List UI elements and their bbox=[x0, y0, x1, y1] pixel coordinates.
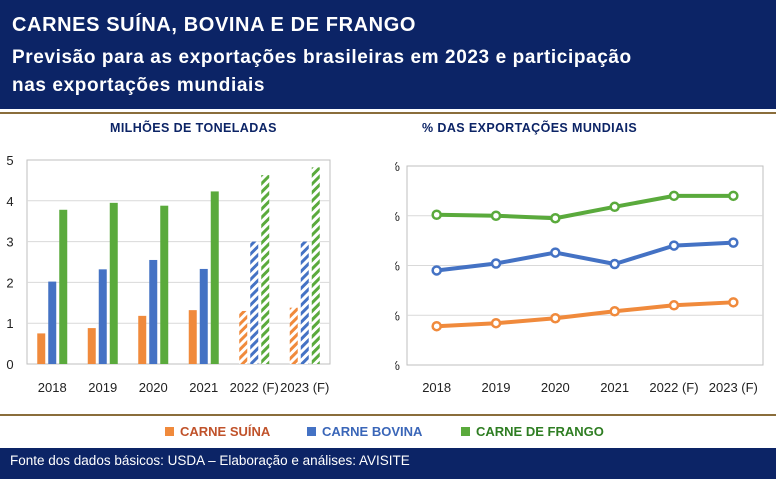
legend-label-bovina: CARNE BOVINA bbox=[322, 424, 423, 439]
bottom-divider bbox=[0, 414, 776, 416]
marker-bovina bbox=[550, 247, 561, 258]
legend-label-frango: CARNE DE FRANGO bbox=[476, 424, 604, 439]
page-subtitle: Previsão para as exportações brasileiras… bbox=[12, 47, 632, 96]
header-banner: CARNES SUÍNA, BOVINA E DE FRANGO Previsã… bbox=[0, 0, 776, 109]
marker-suina bbox=[668, 300, 680, 311]
y-tick-label: 0 bbox=[6, 357, 13, 372]
x-tick-label: 2018 bbox=[38, 380, 67, 395]
marker-frango bbox=[728, 190, 739, 202]
bar-frango bbox=[109, 202, 118, 364]
legend-item-suina: CARNE SUÍNA bbox=[165, 424, 270, 439]
marker-frango bbox=[550, 212, 561, 224]
marker-suina bbox=[431, 320, 442, 332]
marker-suina bbox=[728, 297, 739, 308]
x-tick-label: 2019 bbox=[88, 380, 117, 395]
legend-item-bovina: CARNE BOVINA bbox=[307, 424, 422, 439]
x-tick-label: 2021 bbox=[600, 380, 629, 395]
y-tick-label: 0% bbox=[395, 358, 400, 373]
line-bovina bbox=[436, 240, 734, 273]
y-tick-label: 30% bbox=[395, 209, 400, 224]
legend-item-frango: CARNE DE FRANGO bbox=[461, 424, 604, 439]
x-tick-label: 2020 bbox=[139, 380, 168, 395]
y-tick-label: 20% bbox=[395, 259, 400, 274]
y-tick-label: 4 bbox=[6, 194, 13, 209]
bar-chart-title: MILHÕES DE TONELADAS bbox=[110, 121, 277, 135]
y-tick-label: 40% bbox=[395, 159, 400, 174]
marker-frango bbox=[431, 209, 442, 221]
marker-suina bbox=[550, 312, 561, 324]
legend-label-suina: CARNE SUÍNA bbox=[180, 424, 271, 439]
legend-swatch-suina bbox=[165, 427, 174, 436]
marker-frango bbox=[490, 210, 502, 221]
bar-suina bbox=[87, 328, 96, 364]
bar-suina bbox=[37, 333, 46, 364]
bar-frango bbox=[261, 175, 270, 364]
bar-bovina bbox=[98, 269, 107, 364]
bar-bovina bbox=[48, 281, 57, 364]
y-tick-label: 5 bbox=[6, 153, 13, 168]
bar-bovina bbox=[250, 241, 259, 364]
x-tick-label: 2020 bbox=[541, 380, 570, 395]
bar-bovina bbox=[199, 268, 208, 364]
legend-swatch-bovina bbox=[307, 427, 316, 436]
bar-frango bbox=[59, 209, 68, 364]
marker-suina bbox=[609, 306, 620, 317]
marker-frango bbox=[668, 190, 680, 202]
marker-suina bbox=[490, 317, 502, 329]
x-tick-label: 2023 (F) bbox=[280, 380, 329, 395]
plot-frame bbox=[26, 159, 331, 365]
bar-suina bbox=[239, 310, 248, 364]
x-tick-label: 2021 bbox=[189, 380, 218, 395]
line-chart: 0% 10% 20% 30% 40% 2018 2019 2020 2021 2022 (F) 20… bbox=[395, 159, 764, 395]
x-tick-label: 2023 (F) bbox=[709, 380, 758, 395]
y-tick-label: 3 bbox=[6, 235, 13, 250]
x-tick-label: 2019 bbox=[482, 380, 511, 395]
bar-frango bbox=[311, 167, 320, 364]
page-title: CARNES SUÍNA, BOVINA E DE FRANGO bbox=[12, 14, 417, 36]
marker-bovina bbox=[609, 258, 620, 270]
x-tick-label: 2022 (F) bbox=[230, 380, 279, 395]
top-divider bbox=[0, 112, 776, 114]
marker-bovina bbox=[668, 240, 680, 251]
line-suina bbox=[436, 300, 734, 329]
legend-swatch-frango bbox=[461, 427, 470, 436]
y-tick-label: 2 bbox=[6, 275, 13, 290]
bar-suina bbox=[138, 315, 147, 364]
marker-bovina bbox=[431, 265, 442, 276]
marker-bovina bbox=[728, 237, 739, 248]
x-tick-label: 2018 bbox=[422, 380, 451, 395]
bar-chart: 0 1 2 3 4 5 2018 2019 2020 2021 2022 (F) 2023 (F) bbox=[6, 153, 331, 395]
bar-bovina bbox=[149, 259, 158, 364]
bar-suina bbox=[188, 310, 197, 364]
bar-bovina bbox=[300, 241, 309, 364]
bar-frango bbox=[210, 191, 219, 364]
marker-bovina bbox=[490, 258, 502, 269]
legend: CARNE SUÍNA CARNE BOVINA CARNE DE FRANGO bbox=[0, 420, 776, 444]
x-tick-label: 2022 (F) bbox=[649, 380, 698, 395]
footer: Fonte dos dados básicos: USDA – Elaboraç… bbox=[0, 448, 776, 479]
y-tick-label: 1 bbox=[6, 316, 13, 331]
y-tick-label: 10% bbox=[395, 308, 400, 323]
source-note: Fonte dos dados básicos: USDA – Elaboraç… bbox=[10, 453, 410, 468]
bar-frango bbox=[160, 205, 169, 364]
line-chart-title: % DAS EXPORTAÇÕES MUNDIAIS bbox=[422, 121, 638, 135]
marker-frango bbox=[609, 201, 620, 213]
bar-suina bbox=[289, 307, 298, 364]
line-frango bbox=[436, 193, 734, 221]
